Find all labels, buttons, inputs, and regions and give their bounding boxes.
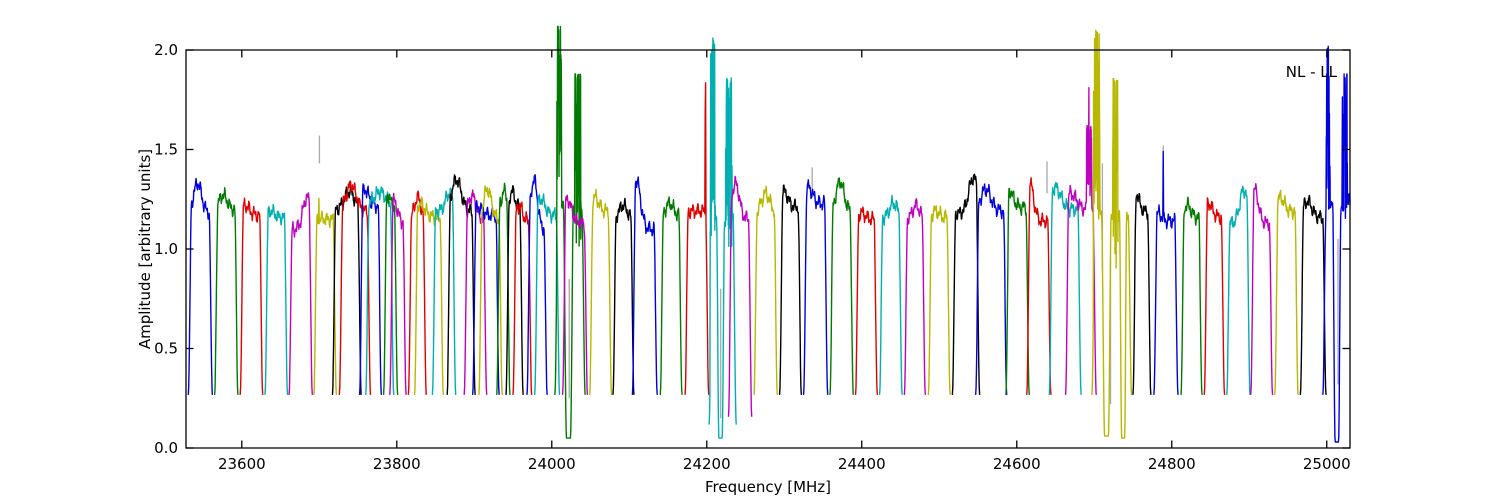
band-trace-m bbox=[561, 194, 589, 395]
band-trace-b bbox=[187, 177, 214, 395]
band-trace-k bbox=[331, 183, 362, 395]
x-tick-label: 24000 bbox=[528, 455, 576, 473]
band-trace-b bbox=[631, 176, 658, 395]
baseline-annotation: NL - LL bbox=[1286, 63, 1338, 81]
y-tick-label: 1.0 bbox=[154, 240, 178, 258]
band-trace-r bbox=[1026, 177, 1052, 395]
band-trace-g bbox=[659, 196, 683, 395]
band-trace-y bbox=[1274, 189, 1299, 395]
band-trace-g bbox=[1005, 187, 1030, 395]
band-trace-k bbox=[1132, 192, 1152, 395]
band-trace-r bbox=[338, 180, 372, 395]
band-trace-r bbox=[407, 190, 427, 395]
band-trace-y bbox=[1091, 29, 1133, 439]
band-trace-y bbox=[753, 185, 778, 395]
band-trace-y bbox=[478, 185, 503, 395]
x-tick-label: 23800 bbox=[373, 455, 421, 473]
band-trace-c bbox=[264, 203, 289, 395]
band-trace-b bbox=[526, 173, 548, 395]
band-trace-y bbox=[589, 188, 613, 395]
y-tick-label: 0.5 bbox=[154, 340, 178, 358]
x-axis-label: Frequency [MHz] bbox=[705, 478, 831, 496]
y-axis-label: Amplitude [arbitrary units] bbox=[136, 149, 154, 349]
band-trace-c bbox=[365, 185, 395, 395]
x-tick-label: 23600 bbox=[218, 455, 266, 473]
y-tick-label: 1.5 bbox=[154, 141, 178, 159]
band-trace-b bbox=[975, 183, 1008, 395]
band-trace-m bbox=[288, 192, 313, 395]
band-trace-b bbox=[358, 183, 382, 395]
x-tick-label: 24600 bbox=[993, 455, 1041, 473]
band-trace-c bbox=[878, 194, 903, 395]
band-trace-g bbox=[829, 177, 854, 395]
band-trace-c bbox=[534, 193, 561, 395]
tick-labels: 23600 23800 24000 24200 24400 24600 24800 25000… bbox=[154, 41, 1350, 473]
x-tick-label: 24400 bbox=[838, 455, 886, 473]
band-trace-c bbox=[1226, 185, 1251, 395]
y-tick-label: 2.0 bbox=[154, 41, 178, 59]
band-trace-k bbox=[951, 173, 981, 395]
band-traces bbox=[187, 25, 1351, 443]
band-trace-b bbox=[472, 199, 500, 395]
band-trace-b bbox=[1153, 150, 1179, 395]
band-trace-r bbox=[239, 197, 264, 395]
band-trace-m bbox=[1064, 86, 1097, 395]
band-trace-r bbox=[512, 201, 533, 395]
band-trace-g bbox=[382, 193, 399, 395]
band-trace-c bbox=[431, 187, 457, 395]
band-trace-k bbox=[778, 184, 802, 395]
band-trace-g bbox=[213, 187, 239, 395]
band-trace-r bbox=[684, 82, 710, 395]
band-trace-r bbox=[1203, 197, 1226, 395]
band-trace-m bbox=[389, 192, 407, 395]
band-trace-g bbox=[1180, 196, 1203, 395]
x-tick-label: 25000 bbox=[1303, 455, 1351, 473]
x-tick-label: 24800 bbox=[1148, 455, 1196, 473]
axis-ticks bbox=[186, 49, 1350, 449]
band-trace-k bbox=[1299, 194, 1327, 395]
band-trace-g bbox=[554, 25, 586, 439]
band-trace-c bbox=[708, 37, 737, 439]
x-tick-label: 24200 bbox=[683, 455, 731, 473]
band-trace-b bbox=[802, 179, 829, 395]
band-trace-r bbox=[854, 206, 878, 395]
band-trace-m bbox=[1250, 182, 1274, 395]
band-trace-k bbox=[505, 184, 524, 395]
band-trace-k bbox=[612, 197, 635, 395]
band-trace-y bbox=[927, 205, 951, 395]
band-trace-c bbox=[1048, 181, 1082, 395]
band-trace-m bbox=[727, 175, 753, 417]
band-trace-y bbox=[313, 197, 337, 395]
y-tick-label: 0.0 bbox=[154, 439, 178, 457]
band-trace-y bbox=[413, 196, 444, 395]
band-trace-b bbox=[1322, 45, 1351, 443]
band-trace-k bbox=[446, 174, 476, 395]
band-trace-m bbox=[903, 198, 926, 395]
